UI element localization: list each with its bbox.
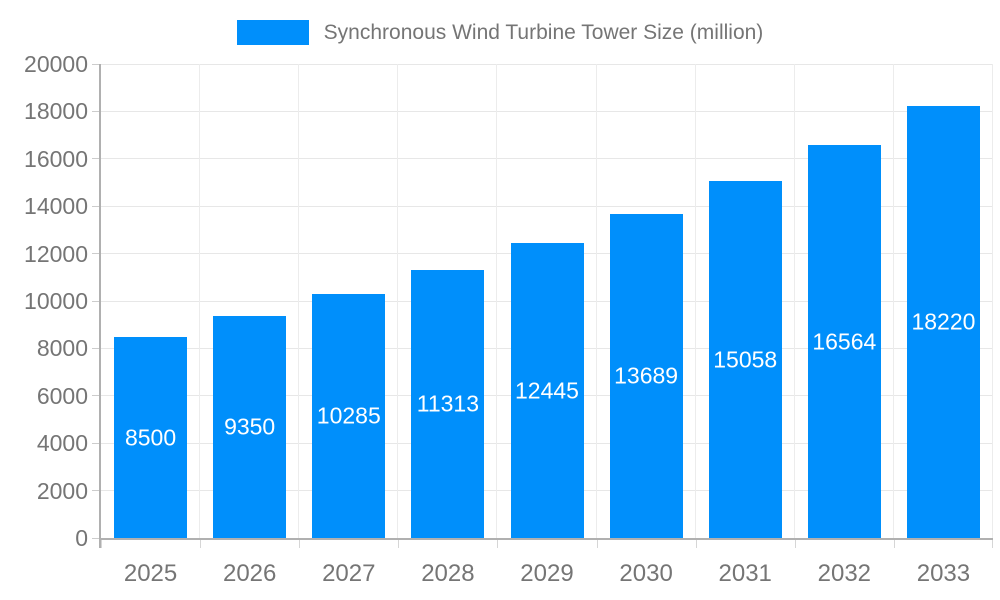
v-gridline (397, 64, 399, 538)
x-axis-tick (398, 540, 400, 548)
y-axis-label: 18000 (24, 98, 88, 125)
v-gridline (793, 64, 795, 538)
v-gridline (595, 64, 597, 538)
bar-value-label: 9350 (224, 413, 276, 440)
x-axis-label: 2031 (718, 560, 772, 587)
v-gridline (496, 64, 498, 538)
y-axis-label: 6000 (36, 382, 88, 409)
bar-2027[interactable]: 10285 (312, 294, 386, 538)
y-axis-label: 20000 (24, 51, 88, 77)
bar-value-label: 12445 (515, 377, 579, 403)
legend-swatch (236, 20, 309, 45)
y-axis-tick (92, 205, 99, 207)
y-axis-label: 12000 (24, 240, 88, 267)
x-axis-tick (596, 540, 598, 548)
y-axis-label: 10000 (24, 288, 88, 314)
x-axis-label: 2027 (322, 560, 376, 587)
h-gridline (101, 158, 993, 160)
bar-value-label: 18220 (911, 308, 976, 335)
x-axis-label: 2026 (222, 560, 277, 587)
x-axis-tick (992, 540, 993, 548)
y-axis-label: 4000 (36, 430, 88, 457)
x-axis-tick (893, 540, 895, 548)
h-gridline (101, 63, 993, 65)
x-axis-tick (794, 540, 796, 548)
x-axis-label: 2029 (520, 560, 574, 587)
x-axis-label: 2033 (916, 560, 971, 587)
y-axis-tick (92, 537, 99, 539)
y-axis-tick (92, 300, 99, 302)
h-gridline (101, 205, 993, 207)
bar-2031[interactable]: 15058 (708, 181, 782, 538)
y-axis-tick (92, 253, 99, 255)
bar-value-label: 13689 (614, 362, 679, 389)
y-axis-tick (92, 490, 99, 492)
v-gridline (199, 64, 201, 538)
y-axis-label: 0 (75, 525, 88, 551)
x-axis-tick (695, 540, 697, 548)
bar-2025[interactable]: 8500 (114, 337, 188, 538)
x-axis-tick (101, 540, 102, 548)
v-gridline (298, 64, 300, 538)
y-axis-tick (92, 158, 99, 160)
x-axis-label: 2028 (421, 560, 475, 587)
x-axis-label: 2025 (123, 560, 178, 587)
bar-value-label: 16564 (812, 328, 877, 354)
y-axis-tick (92, 395, 99, 397)
bar-2029[interactable]: 12445 (510, 243, 584, 538)
bar-value-label: 8500 (124, 424, 177, 450)
y-axis-label: 2000 (36, 477, 88, 504)
bar-2028[interactable]: 11313 (411, 270, 485, 538)
bar-value-label: 11313 (416, 390, 479, 417)
y-axis-label: 8000 (36, 335, 88, 362)
v-gridline (892, 64, 894, 538)
bar-2026[interactable]: 9350 (213, 316, 287, 538)
bar-2030[interactable]: 13689 (609, 214, 683, 538)
x-axis-label: 2032 (817, 560, 872, 587)
v-gridline (992, 64, 993, 538)
plot-area: 8500 9350 10285 11313 12445 13689 15058 16564 18… (24, 51, 993, 587)
h-gridline (101, 110, 993, 112)
v-gridline (694, 64, 696, 538)
y-axis-line (99, 538, 101, 548)
y-axis-tick (92, 442, 99, 444)
legend[interactable]: Synchronous Wind Turbine Tower Size (mil… (0, 20, 1000, 45)
bar-value-label: 10285 (316, 402, 381, 429)
bar-value-label: 15058 (713, 346, 778, 372)
y-axis-tick (92, 63, 99, 65)
y-axis-label: 14000 (24, 193, 88, 220)
x-axis-tick (200, 540, 202, 548)
y-axis-tick (92, 110, 99, 112)
y-axis-tick (92, 347, 99, 349)
x-axis-tick (299, 540, 301, 548)
bar-2032[interactable]: 16564 (807, 145, 881, 538)
x-axis-tick (497, 540, 499, 548)
x-axis-label: 2030 (619, 560, 673, 587)
legend-label: Synchronous Wind Turbine Tower Size (mil… (323, 21, 764, 44)
bar-2033[interactable]: 18220 (906, 106, 980, 538)
y-axis-label: 16000 (24, 145, 88, 172)
